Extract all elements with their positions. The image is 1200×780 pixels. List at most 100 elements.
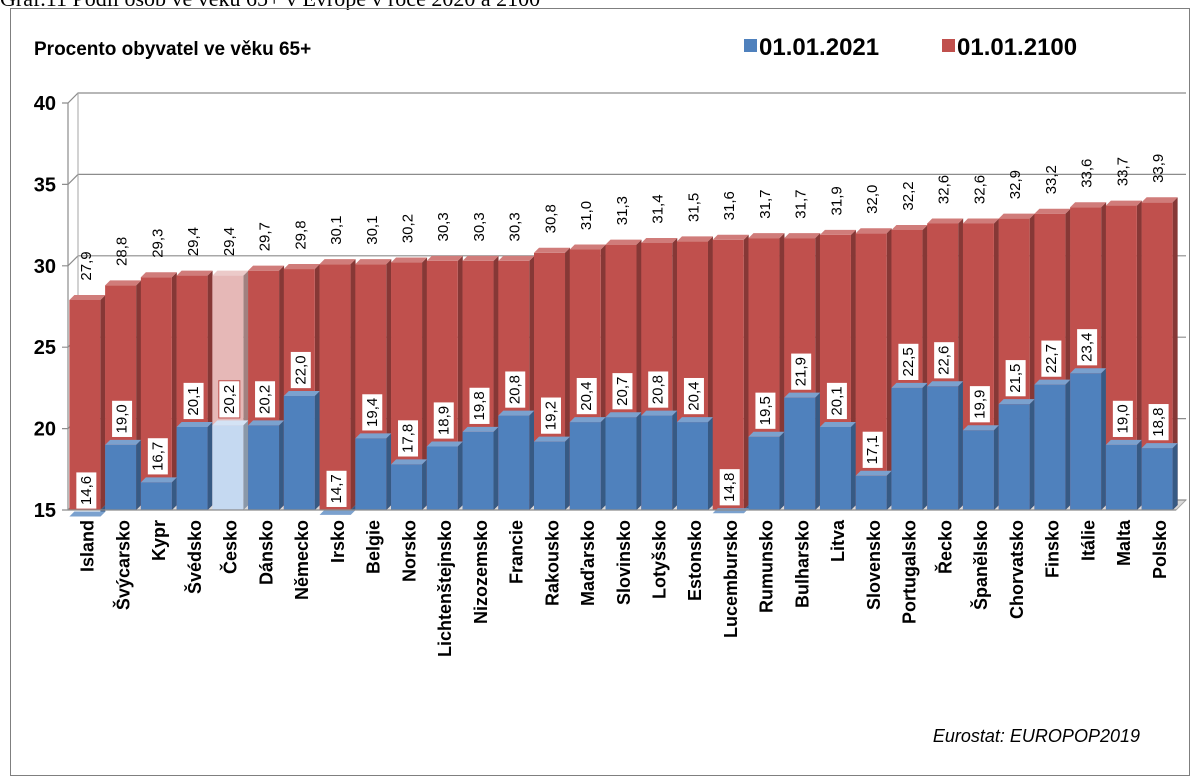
data-label-2100: 32,2: [900, 181, 917, 210]
y-tick-label: 25: [34, 337, 56, 359]
y-tick-label: 15: [34, 500, 56, 522]
bar-2100-top: [355, 259, 392, 265]
bar-2100-top: [69, 294, 106, 300]
data-label-2021: 20,8: [650, 375, 667, 404]
bar-2021-top: [1070, 368, 1107, 374]
bar-2021: [140, 482, 172, 510]
data-label-2021: 17,1: [864, 435, 881, 464]
data-label-2021: 22,5: [900, 347, 917, 376]
y-gridline: [62, 173, 1186, 185]
data-label-2021-box: [1004, 359, 1027, 398]
x-tick-label: Bulharsko: [792, 520, 812, 608]
bar-2021-side: [958, 381, 964, 510]
legend-label-2100: 01.01.2100: [957, 34, 1077, 61]
data-label-2021-box: [611, 372, 634, 411]
data-label-2021: 19,0: [114, 404, 131, 433]
bar-2100-top: [641, 238, 678, 244]
x-tick-label: Francie: [507, 520, 527, 584]
data-label-2100: 29,8: [292, 220, 309, 249]
data-label-2021: 19,5: [757, 396, 774, 425]
x-tick-label: Španělsko: [970, 520, 991, 610]
bar-2021-top: [534, 436, 571, 442]
x-tick-label: Malta: [1114, 519, 1134, 566]
data-label-2021: 20,1: [828, 386, 845, 415]
bar-2021: [426, 446, 458, 510]
bar-2021-side: [779, 431, 785, 510]
bar-2021: [176, 426, 208, 510]
bar-2100-top: [426, 255, 463, 261]
bar-2021-side: [1029, 399, 1035, 510]
y-tick-label: 20: [34, 419, 56, 441]
source-note: Eurostat: EUROPOP2019: [933, 726, 1140, 746]
data-label-2100: 27,9: [78, 251, 95, 280]
data-label-2100: 33,7: [1114, 157, 1131, 186]
x-tick-label: Maďarsko: [578, 520, 598, 606]
bar-2021-side: [993, 425, 999, 510]
bar-2100-side: [350, 259, 356, 510]
bar-2100-top: [784, 233, 821, 239]
bar-2021-top: [355, 433, 392, 439]
bar-2021-side: [707, 417, 713, 510]
x-tick-label: Lichtenštejnsko: [435, 520, 455, 657]
x-tick-label: Rumunsko: [757, 520, 777, 613]
x-tick-label: Česko: [220, 520, 241, 574]
data-label-2100: 30,8: [542, 204, 559, 233]
bar-2021-top: [498, 410, 535, 416]
x-tick-label: Belgie: [364, 520, 384, 574]
data-label-2100: 32,6: [936, 175, 953, 204]
bar-2021: [355, 438, 387, 510]
bar-2021-top: [391, 459, 428, 465]
bar-2021-side: [672, 410, 678, 510]
bar-2100-top: [1070, 202, 1107, 208]
data-label-2100: 31,6: [721, 191, 738, 220]
bar-2021-side: [422, 459, 428, 510]
bar-2021: [784, 397, 816, 510]
bar-2021-side: [171, 477, 177, 510]
bar-2021: [998, 404, 1030, 510]
legend: 01.01.2021 01.01.2100: [744, 34, 1077, 61]
data-label-2021: 18,9: [435, 406, 452, 435]
bar-2021: [498, 415, 530, 510]
data-label-2100: 30,2: [400, 214, 417, 243]
bar-2100-top: [1034, 208, 1071, 214]
bar-2021-top: [676, 417, 713, 423]
data-label-2021-box: [182, 381, 205, 421]
bar-2021-top: [69, 511, 106, 517]
bar-2100-side: [422, 257, 428, 510]
data-label-2100: 28,8: [114, 237, 131, 266]
data-label-2100: 31,5: [685, 193, 702, 222]
bar-2100-side: [1136, 200, 1142, 510]
bar-2021: [569, 422, 601, 510]
bar-2021-side: [529, 410, 535, 510]
data-label-2100: 32,6: [971, 175, 988, 204]
data-label-2021: 20,8: [507, 375, 524, 404]
data-label-2100: 33,9: [1150, 154, 1167, 183]
bar-2021-top: [998, 399, 1035, 405]
bar-2100: [712, 239, 744, 510]
bar-2021-top: [641, 410, 678, 416]
x-tick-label: Finsko: [1043, 520, 1063, 578]
bar-2100-top: [176, 270, 213, 276]
bar-2021-top: [962, 425, 999, 431]
bar-2021: [1070, 373, 1102, 510]
y-tick-label: 35: [34, 174, 56, 196]
x-tick-label: Norsko: [399, 520, 419, 582]
bar-2021-side: [886, 470, 892, 510]
data-label-2021-box: [1147, 403, 1170, 442]
data-label-2021-box: [1076, 328, 1099, 367]
bar-2100-top: [605, 239, 642, 245]
data-label-2021-box: [861, 430, 884, 469]
data-label-2100: 33,6: [1079, 159, 1096, 188]
data-label-2100: 30,3: [507, 212, 524, 241]
bar-2021-side: [815, 392, 821, 510]
bar-2021-side: [493, 426, 499, 510]
data-label-2021-box: [146, 437, 169, 476]
bar-2021: [283, 396, 315, 510]
legend-label-2021: 01.01.2021: [759, 34, 879, 61]
bar-2021: [819, 426, 851, 510]
data-label-2021: 14,7: [328, 474, 345, 503]
data-label-2021-box: [254, 380, 277, 419]
bar-2021-top: [140, 477, 177, 483]
data-label-2021-box: [111, 399, 134, 438]
